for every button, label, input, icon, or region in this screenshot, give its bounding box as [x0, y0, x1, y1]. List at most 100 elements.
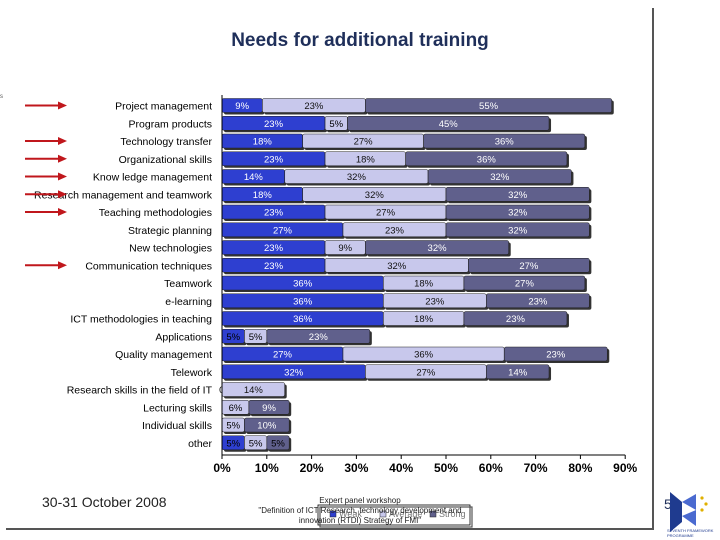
- category-label: Communication techniques: [85, 260, 212, 272]
- data-label: 36%: [293, 296, 313, 307]
- data-label: 23%: [264, 119, 284, 130]
- x-tick-label: 70%: [524, 461, 548, 475]
- bar-segment: [347, 115, 550, 131]
- workshop-line-1: Expert panel workshop: [319, 496, 401, 505]
- category-label: Teamwork: [164, 278, 213, 290]
- data-label: 23%: [304, 101, 324, 112]
- data-label: 9%: [262, 403, 276, 414]
- data-label: 32%: [365, 190, 385, 201]
- data-label: 5%: [226, 421, 240, 432]
- data-label: 18%: [414, 314, 434, 325]
- data-label: 27%: [519, 261, 539, 272]
- data-label: 5%: [329, 119, 343, 130]
- data-label: 18%: [253, 137, 273, 148]
- arrow-icon: [25, 190, 67, 199]
- logo-text: SEVENTH FRAMEWORK PROGRAMME: [667, 528, 714, 538]
- data-label: 27%: [273, 350, 293, 361]
- data-label: 23%: [264, 243, 284, 254]
- bar-segment: [365, 98, 613, 113]
- bar-segment: [463, 275, 586, 291]
- x-tick-label: 90%: [613, 461, 637, 475]
- category-label: e-learning: [165, 296, 212, 308]
- legend-swatch: [379, 510, 387, 518]
- workshop-line-2: "Definition of ICT Research, technology …: [258, 506, 462, 515]
- x-tick-label: 40%: [389, 461, 413, 475]
- bar-segment: [248, 399, 290, 415]
- bar-segment: [445, 186, 590, 202]
- bar-segment: [445, 222, 590, 238]
- category-label: other: [188, 438, 212, 450]
- category-label: Research skills in the field of IT: [67, 385, 213, 397]
- legend: Weak Average Strong: [317, 504, 473, 528]
- category-label: Quality management: [115, 349, 212, 361]
- category-label: Applications: [155, 331, 212, 343]
- bar-segment: [427, 169, 572, 184]
- side-marker: s: [0, 94, 3, 100]
- legend-label: Weak: [339, 509, 362, 519]
- x-tick-label: 10%: [255, 461, 279, 475]
- data-label: 5%: [249, 332, 263, 343]
- page-number: 5: [664, 496, 672, 512]
- data-label: 18%: [414, 279, 434, 290]
- data-label: 14%: [244, 172, 264, 183]
- data-label: 23%: [506, 314, 526, 325]
- data-label: 18%: [253, 190, 273, 201]
- data-label: 9%: [338, 243, 352, 254]
- data-label: 27%: [416, 367, 436, 378]
- arrow-icon: [25, 208, 67, 216]
- legend-shadow: [319, 506, 473, 528]
- category-label: Technology transfer: [120, 136, 212, 148]
- bar-segment: [365, 240, 510, 255]
- legend-label: Strong: [439, 509, 466, 519]
- x-axis: 0% 10% 20% 30% 40% 50% 60% 70% 80% 90% Weak Average…: [213, 95, 638, 528]
- x-tick-label: 80%: [568, 461, 592, 475]
- data-label: 14%: [244, 385, 264, 396]
- bar-segment: [266, 328, 371, 344]
- data-label: 14%: [508, 367, 528, 378]
- category-label: Strategic planning: [128, 225, 212, 237]
- highlight-arrows: [25, 101, 67, 270]
- data-label: 10%: [257, 421, 277, 432]
- data-label: 23%: [425, 296, 445, 307]
- data-label: 23%: [528, 296, 548, 307]
- x-tick-label: 20%: [300, 461, 324, 475]
- data-label: 45%: [439, 119, 459, 130]
- category-label: Project management: [115, 101, 212, 113]
- bar-segment: [486, 364, 550, 380]
- data-label: 32%: [428, 243, 448, 254]
- data-label: 32%: [284, 367, 304, 378]
- bar-segment: [468, 257, 590, 273]
- x-tick-label: 0%: [213, 461, 231, 475]
- arrow-icon: [25, 154, 67, 163]
- category-label: Organizational skills: [119, 154, 212, 166]
- category-label: Individual skills: [142, 420, 212, 432]
- bar-segment: [405, 151, 568, 167]
- category-label: Know ledge management: [93, 172, 212, 184]
- data-label: 27%: [515, 279, 535, 290]
- arrow-icon: [25, 261, 67, 270]
- bar-segment: [503, 346, 608, 362]
- data-label: 5%: [226, 438, 240, 449]
- arrow-icon: [25, 101, 67, 110]
- data-label: 36%: [477, 154, 497, 165]
- legend-box: [317, 504, 471, 526]
- x-tick-label: 30%: [344, 461, 368, 475]
- data-label: 27%: [354, 137, 374, 148]
- data-label: 9%: [235, 101, 249, 112]
- data-label: 27%: [376, 208, 396, 219]
- bar-segment: [463, 311, 568, 326]
- data-label: 18%: [356, 154, 376, 165]
- category-label: Research management and teamwork: [34, 189, 213, 201]
- data-label: 32%: [508, 190, 528, 201]
- bar-segment: [266, 435, 290, 451]
- data-label: 23%: [264, 261, 284, 272]
- category-labels: Project management Program products Techno…: [34, 101, 213, 450]
- data-label: 23%: [546, 350, 566, 361]
- category-label: ICT methodologies in teaching: [70, 314, 212, 326]
- data-label: 55%: [479, 101, 499, 112]
- data-label: 5%: [249, 438, 263, 449]
- data-label: 23%: [309, 332, 329, 343]
- workshop-line-3: innovation (RTDI) Strategy of FMI": [298, 516, 422, 525]
- data-label: 32%: [387, 261, 407, 272]
